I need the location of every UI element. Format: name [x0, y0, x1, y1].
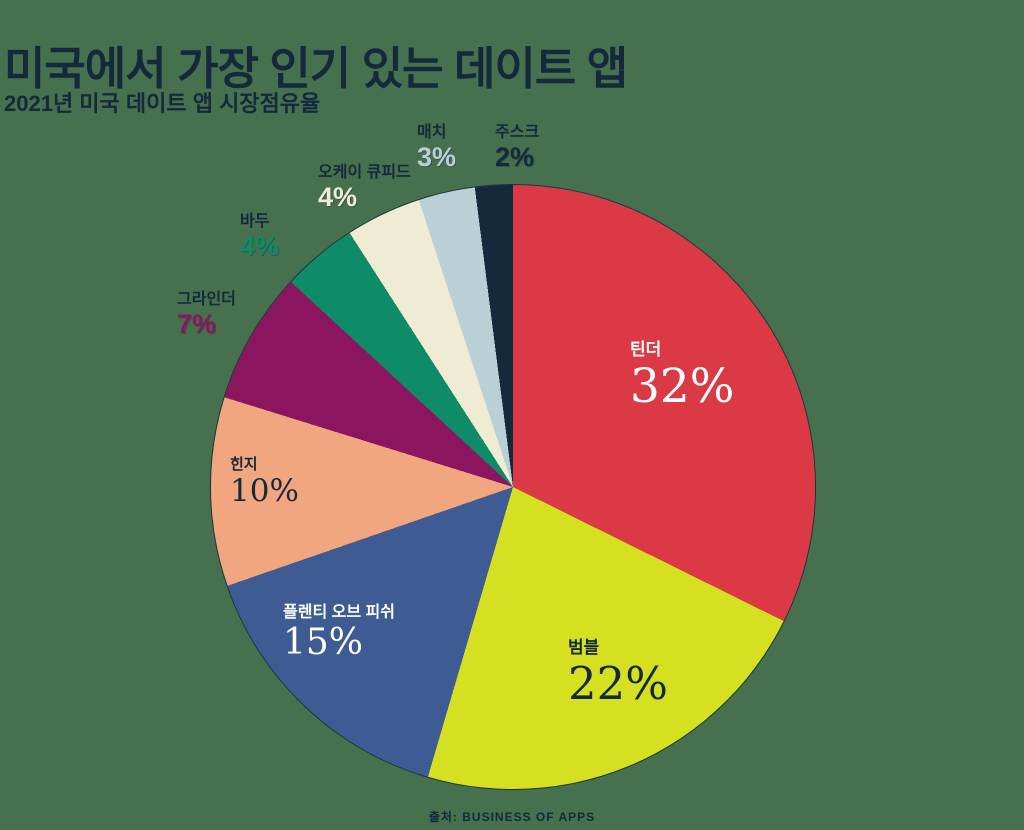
slice-name-badoo: 바두: [240, 213, 270, 230]
slice-name-bumble: 범블: [568, 638, 600, 657]
slice-label-bumble: 범블 22%: [568, 638, 669, 710]
slice-name-okcupid: 오케이 큐피드: [318, 164, 411, 181]
slice-label-plenty-of-fish: 플렌티 오브 피쉬 15%: [283, 604, 395, 663]
page-title: 미국에서 가장 인기 있는 데이트 앱: [4, 43, 628, 95]
slice-pct-bumble: 22%: [568, 656, 669, 710]
slice-name-grindr: 그라인더: [177, 291, 236, 308]
slice-name-match: 매치: [417, 124, 447, 141]
slice-label-zoosk: 주스크 2%: [495, 124, 539, 173]
slice-pct-match: 3%: [417, 141, 457, 172]
slice-name-tinder: 틴더: [630, 340, 662, 359]
slice-pct-plenty-of-fish: 15%: [283, 621, 364, 663]
slice-name-plenty-of-fish: 플렌티 오브 피쉬: [283, 604, 395, 621]
slice-label-tinder: 틴더 32%: [630, 340, 735, 414]
slice-pct-badoo: 4%: [240, 230, 280, 261]
pie-chart: [211, 185, 815, 789]
slice-name-hinge: 힌지: [230, 456, 258, 473]
slice-pct-zoosk: 2%: [495, 141, 535, 172]
page-subtitle: 2021년 미국 데이트 앱 시장점유율: [4, 91, 321, 117]
slice-label-okcupid: 오케이 큐피드 4%: [318, 164, 411, 213]
slice-label-grindr: 그라인더 7%: [177, 291, 236, 340]
slice-pct-okcupid: 4%: [318, 181, 358, 212]
slice-label-match: 매치 3%: [417, 124, 456, 173]
slice-label-hinge: 힌지 10%: [230, 456, 299, 509]
slice-label-badoo: 바두 4%: [240, 213, 279, 262]
slice-name-zoosk: 주스크: [495, 124, 540, 141]
slice-pct-hinge: 10%: [230, 472, 299, 509]
source-credit: 출처: BUSINESS OF APPS: [428, 810, 596, 824]
slice-pct-grindr: 7%: [177, 308, 217, 339]
slice-pct-tinder: 32%: [630, 358, 735, 414]
